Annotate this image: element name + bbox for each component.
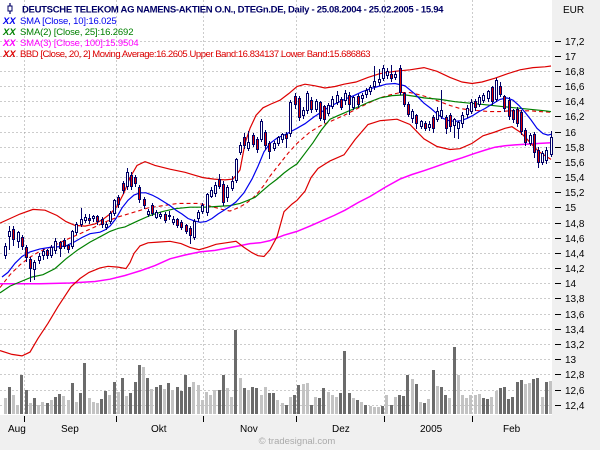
- svg-text:XX: XX: [2, 27, 16, 38]
- svg-text:Feb: Feb: [503, 424, 521, 435]
- svg-text:15: 15: [565, 203, 577, 214]
- svg-text:12,6: 12,6: [565, 386, 585, 397]
- svg-text:13,6: 13,6: [565, 310, 585, 321]
- svg-text:16,2: 16,2: [565, 112, 585, 123]
- svg-text:Dez: Dez: [332, 424, 350, 435]
- svg-text:13,2: 13,2: [565, 340, 585, 351]
- svg-text:16,4: 16,4: [565, 97, 585, 108]
- svg-text:2005: 2005: [420, 424, 443, 435]
- svg-text:15,6: 15,6: [565, 158, 585, 169]
- svg-text:DEUTSCHE TELEKOM AG NAMENS-AKT: DEUTSCHE TELEKOM AG NAMENS-AKTIEN O.N., …: [22, 5, 444, 16]
- svg-text:14,8: 14,8: [565, 219, 585, 230]
- svg-text:SMA(2) [Close, 25]:16.2692: SMA(2) [Close, 25]:16.2692: [20, 27, 133, 38]
- svg-text:BBD [Close, 20, 2] Moving Aver: BBD [Close, 20, 2] Moving Average:16.260…: [20, 49, 370, 60]
- svg-text:SMA [Close, 10]:16.025: SMA [Close, 10]:16.025: [20, 16, 117, 27]
- svg-text:17: 17: [565, 52, 577, 63]
- svg-text:13: 13: [565, 355, 577, 366]
- svg-text:Okt: Okt: [151, 424, 167, 435]
- svg-text:Sep: Sep: [61, 424, 79, 435]
- svg-text:12,4: 12,4: [565, 401, 585, 412]
- svg-text:XX: XX: [2, 49, 16, 60]
- svg-text:16,6: 16,6: [565, 82, 585, 93]
- svg-text:16,8: 16,8: [565, 67, 585, 78]
- svg-text:14,6: 14,6: [565, 234, 585, 245]
- svg-text:14: 14: [565, 279, 577, 290]
- svg-text:EUR: EUR: [563, 5, 584, 16]
- svg-text:© tradesignal.com: © tradesignal.com: [259, 436, 336, 447]
- svg-text:Aug: Aug: [8, 424, 26, 435]
- svg-text:14,4: 14,4: [565, 249, 585, 260]
- svg-text:15,2: 15,2: [565, 188, 585, 199]
- svg-text:16: 16: [565, 128, 577, 139]
- svg-text:15,4: 15,4: [565, 173, 585, 184]
- svg-text:XX: XX: [2, 38, 16, 49]
- svg-text:XX: XX: [2, 16, 16, 27]
- svg-text:Nov: Nov: [240, 424, 258, 435]
- svg-text:15,8: 15,8: [565, 143, 585, 154]
- svg-text:13,4: 13,4: [565, 325, 585, 336]
- svg-text:14,2: 14,2: [565, 264, 585, 275]
- svg-text:17,2: 17,2: [565, 37, 585, 48]
- svg-text:SMA(3) [Close, 100]:15.9504: SMA(3) [Close, 100]:15.9504: [20, 38, 138, 49]
- svg-text:13,8: 13,8: [565, 294, 585, 305]
- svg-text:12,8: 12,8: [565, 370, 585, 381]
